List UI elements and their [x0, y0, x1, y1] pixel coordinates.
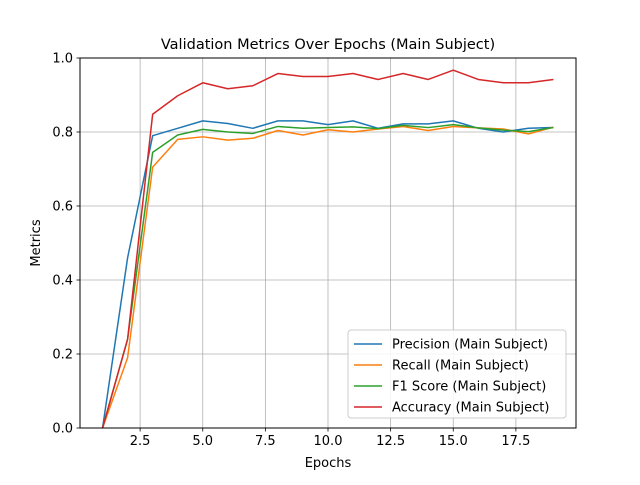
- y-tick-label: 0.2: [52, 348, 73, 363]
- x-tick-label: 2.5: [130, 434, 151, 449]
- legend-label: F1 Score (Main Subject): [392, 380, 546, 395]
- chart-title: Validation Metrics Over Epochs (Main Sub…: [161, 37, 495, 53]
- x-tick-label: 17.5: [501, 434, 530, 449]
- y-tick-label: 1.0: [52, 52, 73, 67]
- y-axis-label: Metrics: [29, 219, 44, 266]
- x-tick-label: 15.0: [439, 434, 468, 449]
- series-line-f1: [101, 123, 554, 429]
- axis-ticks: 2.5 5.0 7.5 10.0 12.5 15.0 17.5 0.0 0.2 0.4 0.6 0.8…: [52, 52, 530, 450]
- y-tick-label: 0.8: [52, 126, 73, 141]
- x-tick-label: 12.5: [376, 434, 405, 449]
- x-tick-label: 10.0: [314, 434, 343, 449]
- x-tick-label: 5.0: [192, 434, 213, 449]
- y-tick-label: 0.6: [52, 200, 73, 215]
- x-axis-label: Epochs: [305, 456, 352, 471]
- legend-label: Accuracy (Main Subject): [392, 401, 549, 416]
- y-tick-label: 0.4: [52, 274, 73, 289]
- legend: Precision (Main Subject) Recall (Main Sub…: [347, 329, 567, 419]
- x-tick-label: 7.5: [255, 434, 276, 449]
- legend-box: [347, 329, 567, 419]
- series-lines: [101, 69, 554, 429]
- series-line-accuracy: [101, 69, 554, 429]
- legend-label: Precision (Main Subject): [392, 338, 548, 353]
- y-tick-label: 0.0: [52, 422, 73, 437]
- legend-label: Recall (Main Subject): [392, 359, 529, 374]
